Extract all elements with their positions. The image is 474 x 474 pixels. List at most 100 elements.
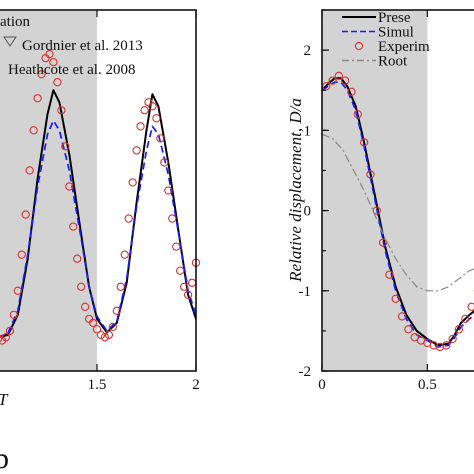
left-series-2-point [116,282,125,291]
left-series-2-point [152,114,161,123]
left-series-2-point [9,310,18,319]
left-legend-label: Heathcote et al. 2008 [8,62,135,78]
right-series-2-point [359,138,369,147]
left-series-2-point [49,57,58,67]
left-series-2-point [132,146,141,155]
left-series-2-point [73,254,82,263]
right-series-2-point [397,312,407,321]
left-series-2-point [45,49,54,59]
right-series-group [321,71,474,352]
left-series-2-point [160,158,169,167]
left-legend: ation Gordnier et al. 2013 Heathcote et al… [0,14,143,78]
left-series-2-point [77,282,86,291]
left-series-2-point [183,290,193,299]
right-series-2-point [429,341,438,350]
left-shaded-region [0,10,97,371]
left-series-2-point [53,78,62,87]
left-series-2-point [25,166,34,175]
left-series-2-point [65,182,74,191]
right-series-2-point [347,87,356,96]
right-series-2-point [366,170,375,179]
right-ytick-label: 1 [304,123,312,139]
right-series-2-point [454,325,464,334]
left-series-2-point [108,322,117,332]
left-series-2-point [168,214,177,223]
left-legend-label: Gordnier et al. 2013 [22,38,143,54]
right-series-2-point [404,325,413,334]
left-xtick-label: 2 [192,377,200,393]
left-series-2-point [17,250,26,259]
right-legend-label: Root [378,54,408,70]
left-series-2-point [88,318,98,328]
left-series-2-point [156,134,165,143]
right-ytick-label: -2 [299,364,312,380]
left-series-2-point [179,282,189,291]
left-series-2-point [33,94,42,103]
left-series-2-point [21,210,30,219]
left-series-1-line [0,119,197,338]
left-series-2-point [164,186,173,195]
left-series-2-point [61,142,70,151]
left-series-2-point [69,222,78,231]
left-series-0-line [0,89,197,338]
left-series-2-point [5,326,15,336]
right-ticks: 0 0.5 -2 -1 0 1 2 [299,9,437,393]
left-series-2-point [140,106,149,115]
right-series-2-point [461,314,470,324]
left-series-2-point [92,325,102,334]
right-series-2-point [391,294,400,303]
left-x-axis-title-fragment: T [0,390,9,409]
left-series-2-point [172,242,181,251]
left-legend-marker [3,36,17,47]
right-series-2-point [353,110,362,119]
left-series-2-point [187,278,197,287]
right-series-3-line [321,133,474,292]
left-series-2-point [57,106,66,115]
left-series-group [0,49,201,345]
left-ticks: 1.5 2 [88,10,200,393]
left-series-2-point [148,102,157,111]
left-series-2-point [80,302,90,311]
right-ytick-label: 0 [304,204,312,220]
right-ytick-label: 2 [304,43,312,59]
left-series-2-point [128,178,137,187]
right-y-axis-title: Relative displacement, D/a [286,98,305,283]
left-series-2-point [104,330,114,340]
right-legend-marker [354,41,364,51]
right-legend-label: Simul [378,25,414,41]
right-series-2-point [334,71,344,80]
right-series-2-point [385,270,394,279]
left-series-2-point [136,122,145,131]
left-series-2-markers [0,49,201,345]
left-legend-label: ation [0,14,30,30]
left-series-2-point [120,250,129,259]
right-plot-frame [321,9,474,372]
left-xtick-label: 1.5 [88,377,107,393]
left-series-2-point [29,126,38,135]
panel-label: b [0,442,9,474]
right-series-2-markers [322,71,474,352]
left-series-2-point [112,306,121,315]
right-series-1-line [321,81,474,348]
left-series-2-point [124,214,133,223]
right-series-2-point [442,341,451,350]
left-series-2-point [0,335,3,343]
right-series-2-point [341,76,350,85]
left-series-2-point [37,70,46,79]
left-series-2-point [176,266,185,275]
right-xtick-label: 0 [318,377,326,393]
left-series-2-point [13,286,22,295]
left-shade-rect [0,10,97,371]
right-series-2-point [467,302,474,311]
right-legend-label: Prese [378,10,411,26]
left-series-2-point [1,333,11,342]
right-ytick-label: -1 [299,284,312,300]
right-series-2-point [328,76,337,85]
right-series-2-point [410,333,419,342]
right-legend-label: Experim [378,39,430,55]
right-series-2-point [448,334,457,344]
